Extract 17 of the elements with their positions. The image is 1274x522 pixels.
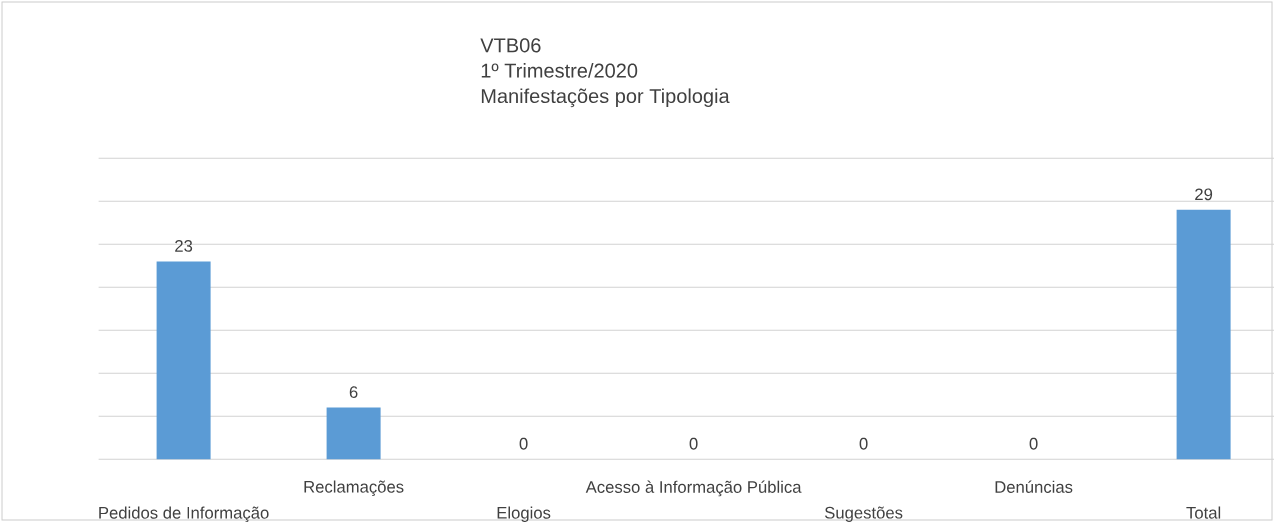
x-tick-label: Pedidos de Informação [99, 506, 269, 522]
x-tick-label: Sugestões [824, 506, 903, 522]
x-tick-label: Total [1186, 506, 1221, 519]
data-label: 6 [349, 386, 358, 399]
x-tick-label: Reclamações [304, 480, 404, 497]
chart-subtitle: 1º Trimestre/2020 [481, 63, 638, 78]
chart-title: VTB06 [480, 38, 541, 53]
x-tick-label: Denúncias [995, 480, 1073, 493]
data-label: 0 [859, 437, 868, 450]
data-label: 29 [1195, 188, 1213, 201]
x-tick-label: Acesso à Informação Pública [585, 480, 802, 497]
data-label: 0 [689, 437, 698, 450]
x-tick-label: Elogios [497, 506, 551, 522]
data-label: 0 [1029, 437, 1038, 450]
data-label: 23 [175, 240, 193, 252]
data-label: 0 [519, 437, 528, 450]
text: Manifestações por Tipologia [481, 88, 730, 108]
